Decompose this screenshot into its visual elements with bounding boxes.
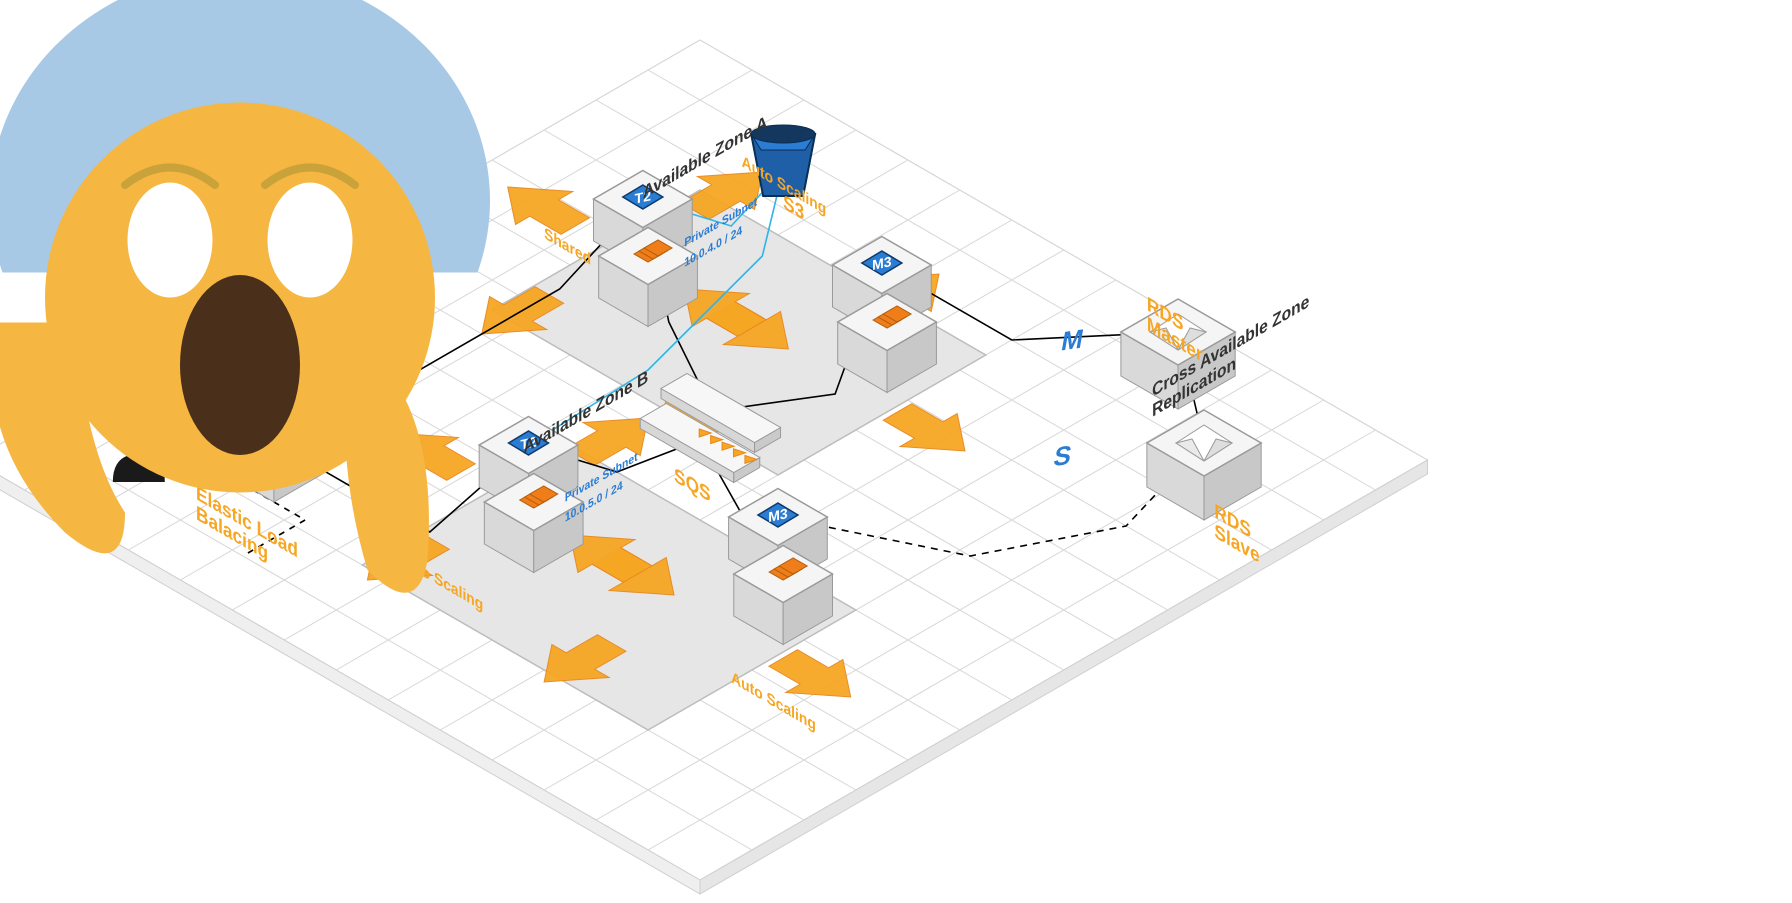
diagram-canvas: 53M3T2M3T2MS Amazon DNSRoute 53Elastic L… — [0, 0, 1792, 903]
